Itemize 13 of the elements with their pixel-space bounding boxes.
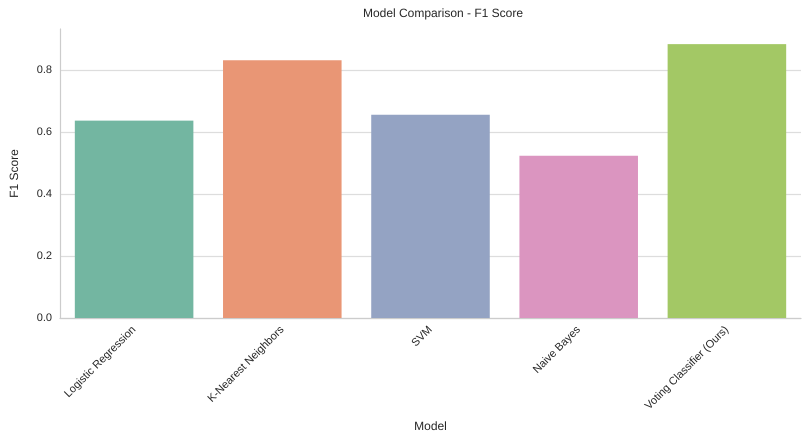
y-tick-label: 0.4 [36,188,52,200]
y-tick-label: 0.0 [36,312,52,324]
x-axis-title: Model [414,419,447,433]
y-tick-label: 0.6 [36,126,52,138]
chart-title: Model Comparison - F1 Score [362,6,524,20]
bar [668,44,786,318]
y-tick-label: 0.2 [36,250,52,262]
bar [371,114,490,318]
bar [223,60,342,318]
bar [74,120,194,318]
y-tick-label: 0.8 [36,64,52,76]
y-axis-title: F1 Score [7,148,21,198]
bar [519,156,638,318]
